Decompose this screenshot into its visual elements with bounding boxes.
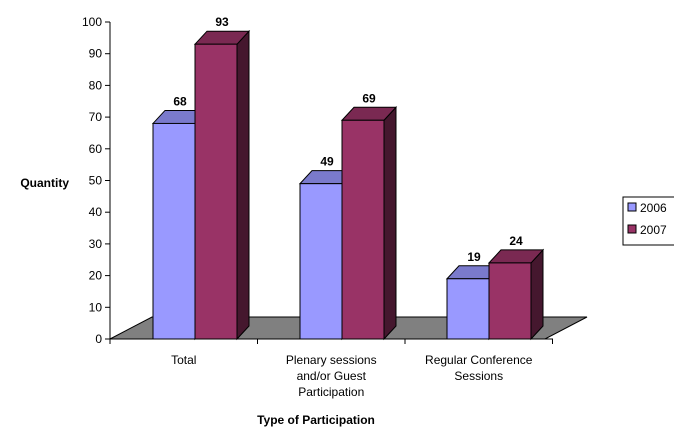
bar-2007-1 [193, 29, 251, 341]
x-axis-categories: Total Plenary sessions and/or Guest Partici… [171, 353, 533, 399]
x-category-label: Plenary sessions and/or Guest Participatio… [286, 353, 377, 399]
data-label: 68 [173, 94, 187, 108]
x-category-label-line: Participation [298, 385, 364, 399]
x-category-label-line: Total [171, 353, 196, 367]
x-axis-title: Type of Participation [257, 413, 375, 427]
y-tick-label: 90 [89, 47, 103, 61]
y-tick-label: 60 [89, 142, 103, 156]
x-category-label: Regular Conference Sessions [425, 353, 533, 383]
data-label: 24 [509, 234, 523, 248]
data-label: 19 [467, 250, 481, 264]
bar-front-face [194, 43, 238, 340]
x-category-label-line: and/or Guest [297, 369, 367, 383]
data-labels: 68 93 49 69 19 24 [173, 15, 523, 264]
data-label: 69 [362, 91, 376, 105]
bar-front-face [488, 262, 532, 340]
legend: 2006 2007 [622, 196, 674, 246]
data-label: 49 [320, 155, 334, 169]
x-category-label: Total [171, 353, 196, 367]
bar-front-face [152, 122, 196, 340]
bar-front-face [299, 183, 343, 340]
bar-2007-2 [340, 105, 398, 341]
y-tick-label: 10 [89, 300, 103, 314]
data-label: 93 [215, 15, 229, 29]
y-tick-label: 50 [89, 174, 103, 188]
legend-label-2007: 2007 [640, 223, 667, 237]
bar-front-face [446, 278, 490, 340]
x-category-label-line: Plenary sessions [286, 353, 377, 367]
bar-side-face [530, 248, 544, 341]
y-tick-label: 40 [89, 205, 103, 219]
legend-swatch-2006 [627, 202, 637, 212]
bar-side-face [236, 29, 250, 341]
legend-label-2006: 2006 [640, 201, 667, 215]
y-axis-title: Quantity [20, 176, 69, 190]
bar-front-face [341, 119, 385, 340]
legend-swatch-2007 [627, 224, 637, 234]
y-tick-label: 100 [82, 15, 102, 29]
bar-side-face [383, 105, 397, 341]
x-category-label-line: Regular Conference [425, 353, 533, 367]
y-tick-label: 0 [95, 332, 102, 346]
bar-2007-3 [487, 248, 545, 341]
y-tick-label: 30 [89, 237, 103, 251]
bars [151, 29, 545, 341]
y-tick-label: 20 [89, 269, 103, 283]
y-tick-label: 80 [89, 78, 103, 92]
x-category-label-line: Sessions [454, 369, 503, 383]
y-tick-label: 70 [89, 110, 103, 124]
